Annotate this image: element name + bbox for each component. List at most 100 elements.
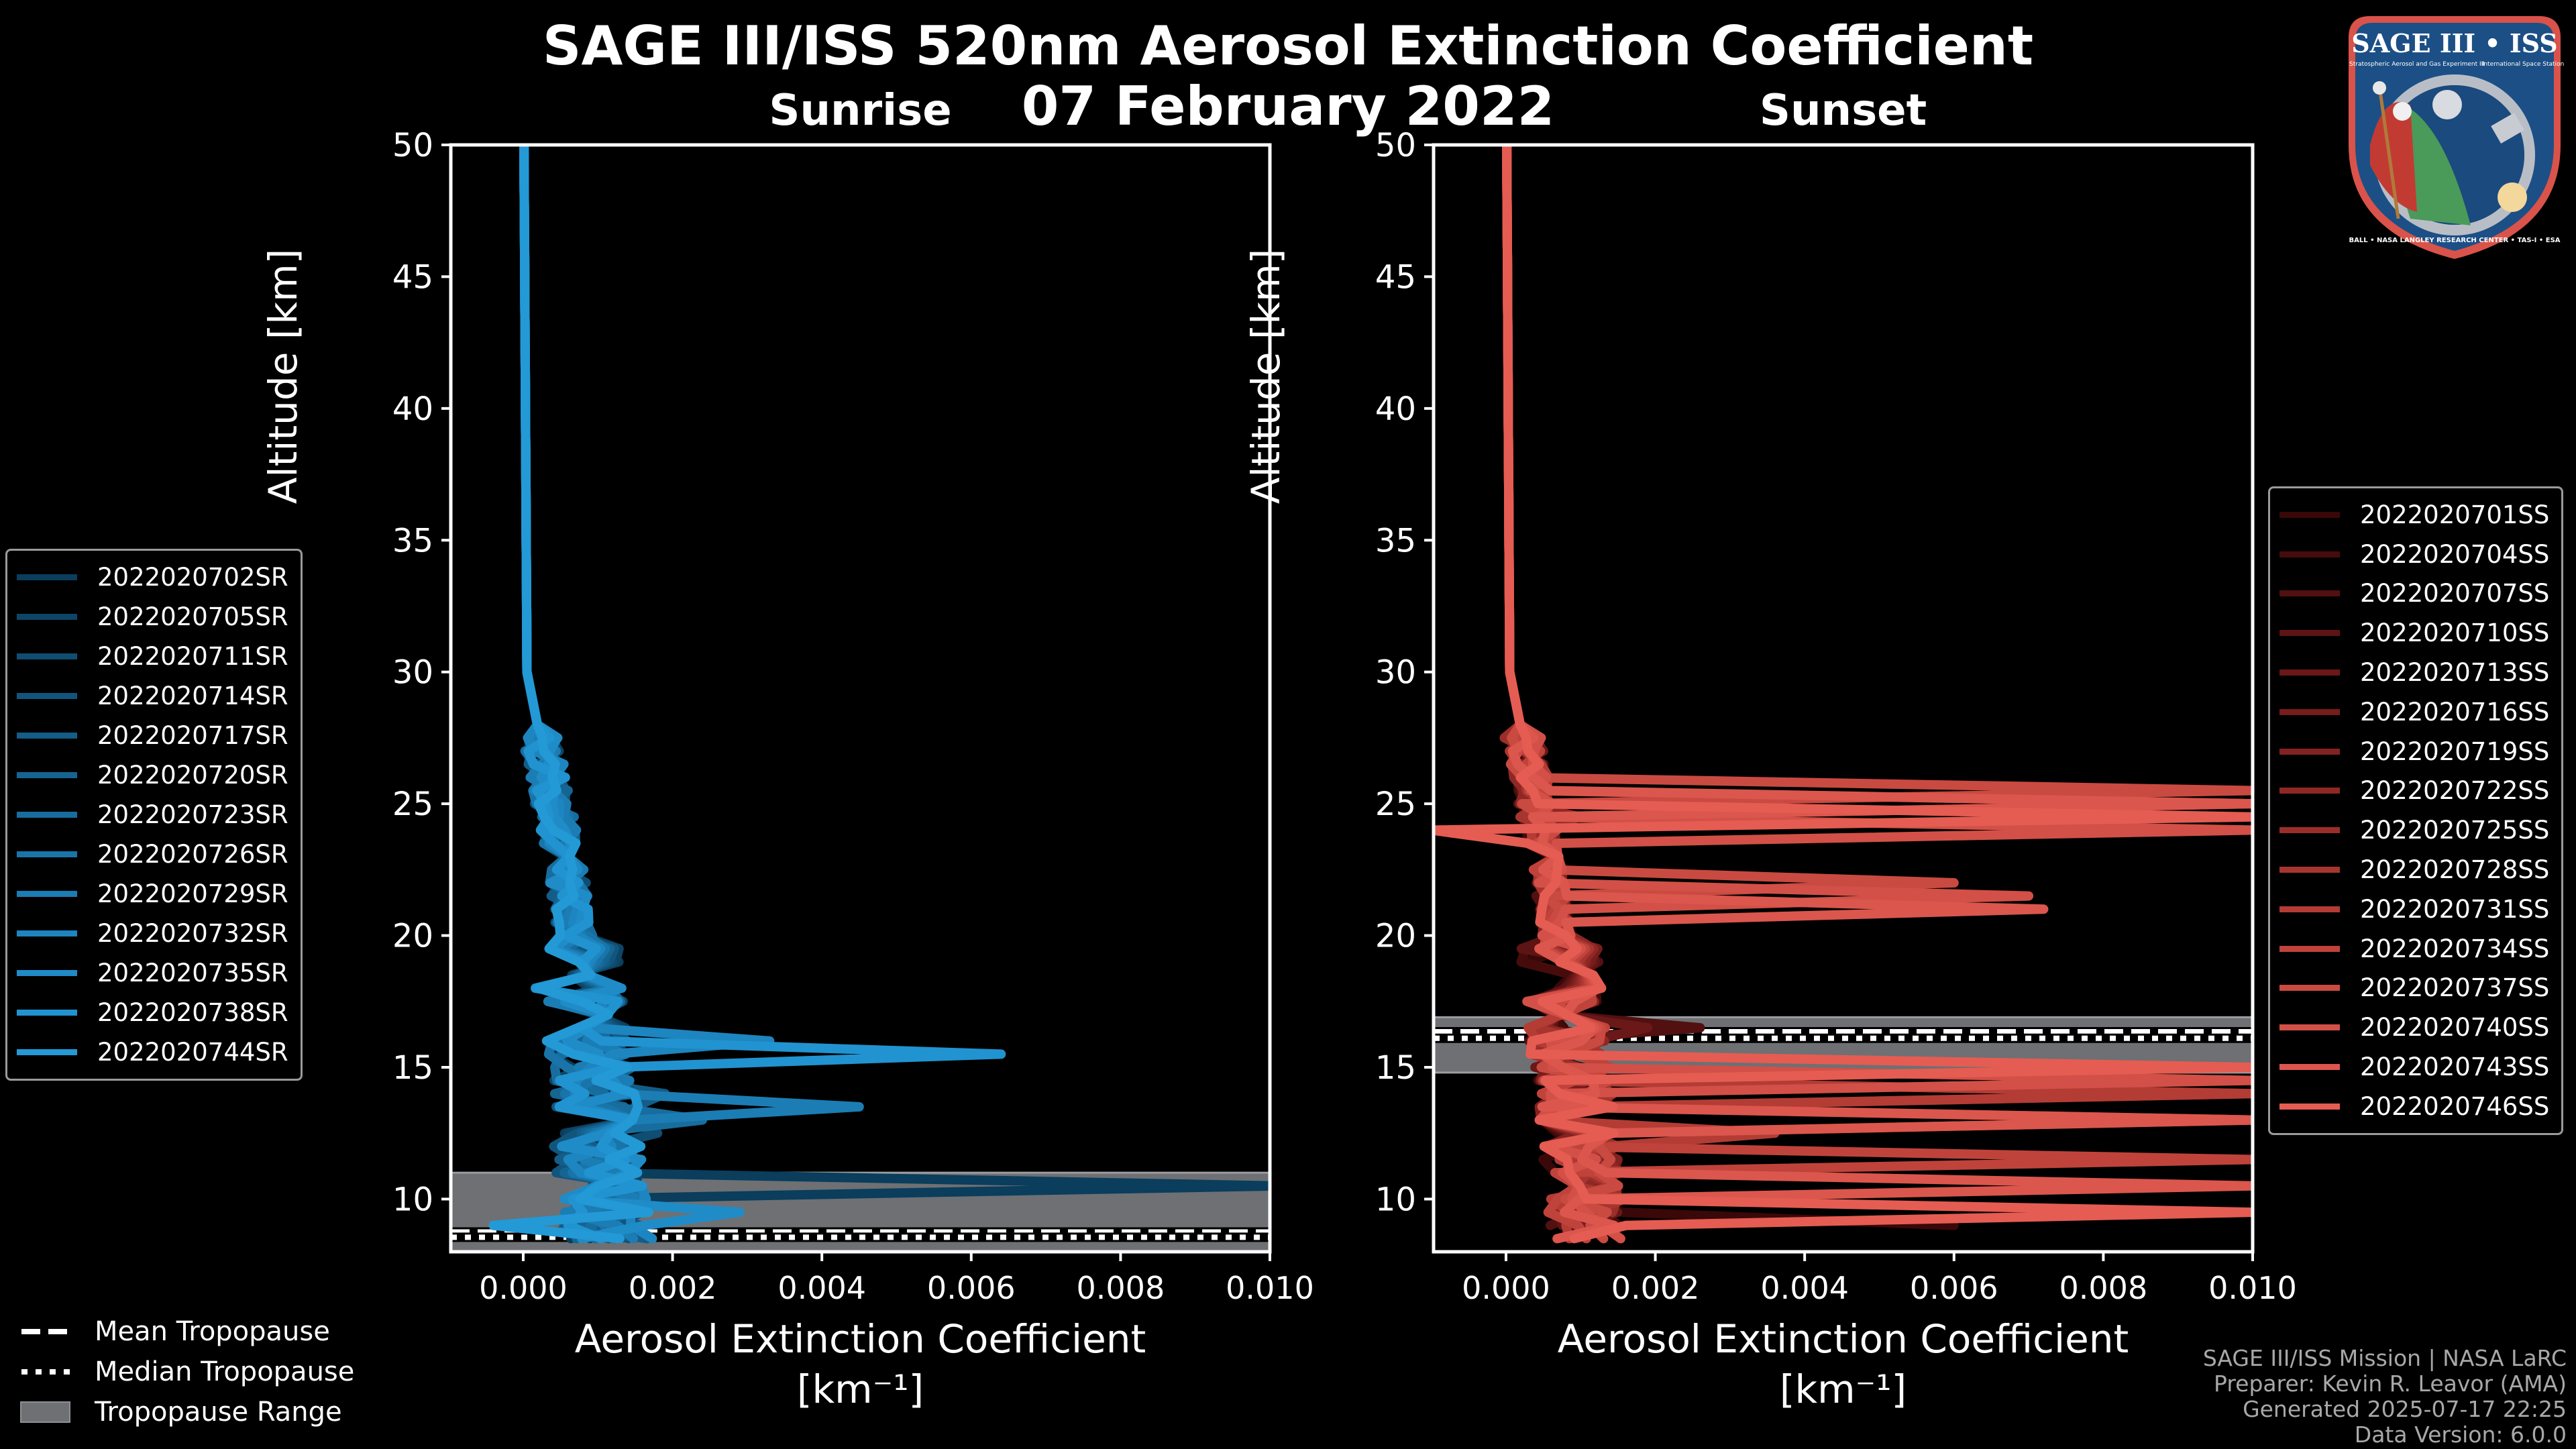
legend-line-swatch [2279,827,2340,834]
x-tick-label: 0.004 [777,1270,866,1306]
y-tick-label: 10 [392,1181,433,1218]
credits-footer: SAGE III/ISS Mission | NASA LaRC Prepare… [2203,1346,2567,1448]
staff-orb-icon [2373,81,2386,95]
legend-label: 2022020722SS [2360,776,2550,806]
x-tick-label: 0.006 [1910,1270,1998,1306]
logo-ring-text: BALL • NASA LANGLEY RESEARCH CENTER • TA… [2349,237,2560,244]
x-tick-label: 0.000 [1462,1270,1550,1306]
x-tick-label: 0.008 [2059,1270,2148,1306]
sunrise-axes: 10 15 20 25 30 35 40 45 50 0.000 0.002 0.004 0.006 0.… [260,127,1314,1412]
legend-line-swatch [17,1049,77,1055]
legend-item: 2022020725SS [2279,810,2549,850]
legend-item: 2022020720SR [17,755,288,795]
x-axis-label: Aerosol Extinction Coefficient [575,1316,1146,1362]
legend-item: 2022020722SS [2279,771,2549,811]
y-tick-label: 20 [1375,918,1416,955]
legend-label: 2022020714SR [97,682,288,710]
footer-line: Generated 2025-07-17 22:25 [2243,1396,2567,1422]
x-tick-label: 0.010 [2208,1270,2297,1306]
legend-line-swatch [2279,1024,2340,1031]
legend-line-swatch [2279,669,2340,676]
y-tick-label: 50 [1375,127,1416,164]
y-tick-label: 25 [392,786,433,823]
legend-label: 2022020726SR [97,840,288,869]
series-line-2022020702SR [519,145,1270,1244]
x-tick-label: 0.004 [1760,1270,1849,1306]
legend-label: 2022020717SR [97,721,288,750]
legend-label: 2022020744SR [97,1038,288,1067]
legend-item: 2022020719SS [2279,732,2549,771]
legend-label: 2022020731SS [2360,894,2550,924]
legend-label: 2022020737SS [2360,973,2550,1003]
legend-label: Mean Tropopause [95,1316,330,1347]
legend-item: 2022020701SS [2279,495,2549,535]
y-tick-label: 45 [1375,258,1416,296]
chart-title: SAGE III/ISS 520nm Aerosol Extinction Co… [542,15,2034,77]
y-tick-label: 50 [392,127,433,164]
legend-line-swatch [17,772,77,778]
legend-label: 2022020740SS [2360,1013,2550,1042]
earth-icon [2398,105,2471,225]
legend-item: 2022020717SR [17,716,288,755]
chart-date: 07 February 2022 [1021,75,1555,138]
legend-line-swatch [17,653,77,659]
series-line-2022020744SR [488,145,653,1244]
y-tick-label: 20 [392,918,433,955]
legend-line-swatch [2279,630,2340,637]
legend-item: 2022020740SS [2279,1008,2549,1047]
legend-median-tropopause: Median Tropopause [20,1352,354,1392]
legend-item: 2022020728SS [2279,850,2549,890]
legend-line-swatch [2279,788,2340,794]
legend-line-swatch [17,693,77,699]
legend-label: 2022020735SR [97,959,288,987]
footer-line: Preparer: Kevin R. Leavor (AMA) [2214,1371,2567,1397]
y-axis-label: Altitude [km] [260,249,306,504]
x-axis-label: Aerosol Extinction Coefficient [1558,1316,2129,1362]
legend-line-swatch [2279,985,2340,991]
x-axis-units: [km⁻¹] [797,1366,924,1412]
legend-item: 2022020723SR [17,795,288,835]
series-line-2022020746SS [1434,145,2253,1244]
x-tick-label: 0.006 [927,1270,1016,1306]
legend-line-swatch [17,733,77,739]
legend-item: 2022020746SS [2279,1087,2549,1126]
legend-label: 2022020702SR [97,563,288,592]
legend-item: 2022020704SS [2279,535,2549,574]
logo-title: SAGE III • ISS [2351,28,2557,58]
panel-title-sunrise: Sunrise [769,86,952,136]
x-tick-label: 0.010 [1226,1270,1314,1306]
legend-item: 2022020710SS [2279,613,2549,653]
legend-line-swatch [2279,1064,2340,1071]
legend-label: 2022020713SS [2360,658,2550,688]
legend-label: 2022020728SS [2360,855,2550,885]
gray-band-icon [20,1401,70,1423]
wizard-beard-icon [2393,102,2412,121]
legend-item: 2022020726SR [17,835,288,874]
legend-label: 2022020746SS [2360,1091,2550,1121]
x-tick-label: 0.008 [1077,1270,1165,1306]
legend-label: 2022020707SS [2360,579,2550,608]
sunset-series-group [1434,145,2253,1244]
tropopause-legend: Mean Tropopause Median Tropopause Tropop… [20,1311,354,1432]
y-tick-label: 35 [1375,522,1416,559]
legend-item: 2022020711SR [17,637,288,676]
legend-line-swatch [17,930,77,936]
legend-item: 2022020702SR [17,557,288,597]
y-tick-label: 35 [392,522,433,559]
legend-label: 2022020716SS [2360,697,2550,727]
legend-label: 2022020723SR [97,800,288,829]
legend-label: Tropopause Range [95,1397,342,1428]
sunrise-series-group [488,145,1270,1244]
logo-subtitle-right: International Space Station [2482,61,2565,68]
legend-line-swatch [2279,945,2340,952]
legend-line-swatch [2279,906,2340,912]
panel-title-sunset: Sunset [1759,86,1927,136]
legend-label: 2022020729SR [97,879,288,908]
y-tick-label: 30 [392,654,433,692]
iss-icon [2491,113,2524,144]
legend-item: 2022020713SS [2279,653,2549,692]
x-tick-label: 0.002 [629,1270,717,1306]
sage-iii-iss-mission-logo: SAGE III • ISS Stratospheric Aerosol and… [2349,16,2565,259]
legend-label: 2022020732SR [97,919,288,948]
